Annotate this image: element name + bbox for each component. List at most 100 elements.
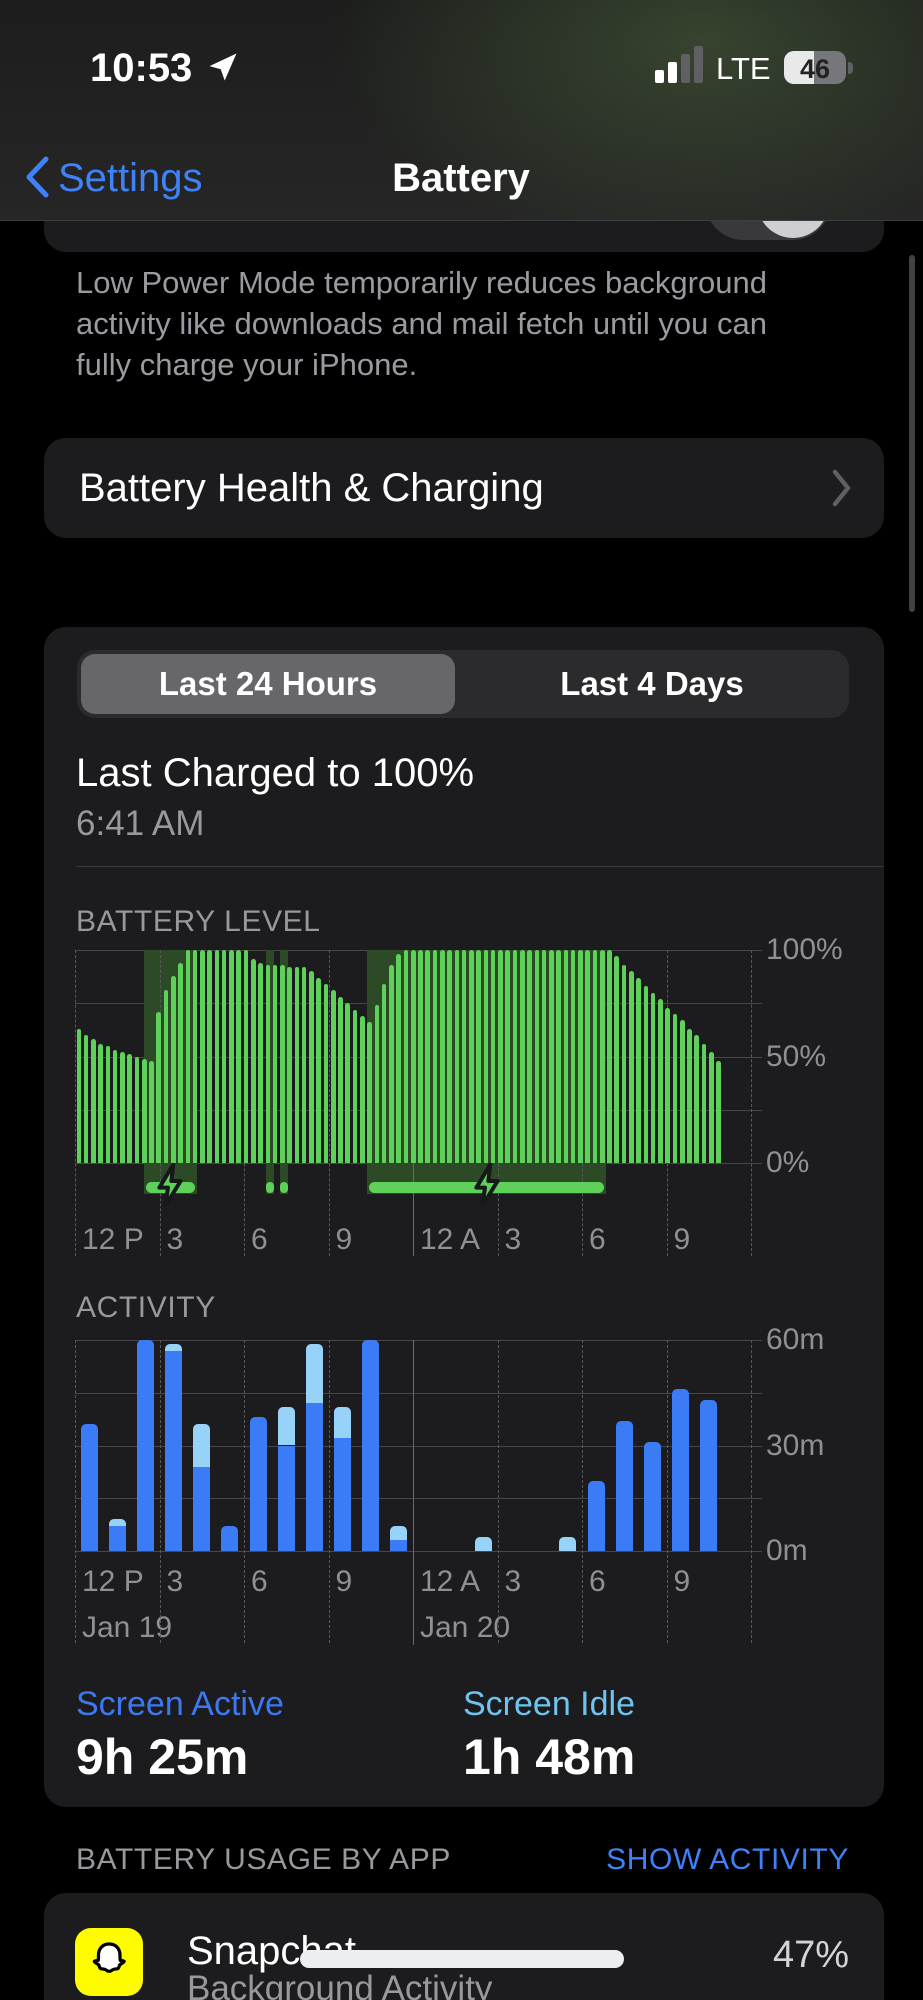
- gridline-v: [751, 950, 752, 1256]
- battery-level-bar: [76, 1028, 82, 1163]
- battery-level-bar: [207, 950, 212, 1163]
- header-bar: 10:53 LTE 46 Settings Battery: [0, 0, 923, 221]
- snapchat-ghost-icon: [92, 1942, 126, 1974]
- segment-last-24-hours[interactable]: Last 24 Hours: [158, 665, 378, 702]
- battery-level-bar: [236, 950, 242, 1163]
- battery-level-bar: [570, 950, 576, 1163]
- battery-level-bar: [447, 950, 452, 1163]
- activity-bar-screen-off: [559, 1536, 577, 1551]
- battery-level-bar: [476, 950, 481, 1163]
- screen-active-label: Screen Active: [76, 1685, 284, 1723]
- battery-level-bar: [687, 1028, 692, 1163]
- battery-level-bar: [243, 950, 249, 1163]
- battery-level-bar: [469, 950, 474, 1163]
- gridline-v: [666, 1340, 668, 1643]
- app-usage-percent: 47%: [772, 1934, 849, 1976]
- activity-bar-screen-on: [108, 1526, 126, 1551]
- back-button[interactable]: Settings: [20, 150, 280, 206]
- battery-level-bar: [316, 977, 321, 1163]
- low-power-mode-row[interactable]: [44, 221, 884, 252]
- screen-idle-value: 1h 48m: [463, 1729, 636, 1785]
- battery-level-bar: [192, 950, 198, 1163]
- battery-level-bar: [621, 964, 627, 1163]
- battery-level-bar: [585, 950, 590, 1163]
- back-button-label: Settings: [58, 156, 203, 200]
- scrollbar-thumb[interactable]: [909, 255, 915, 612]
- day-label: Jan 20: [420, 1611, 511, 1644]
- gridline-h: [75, 1340, 762, 1341]
- battery-level-bar: [389, 964, 394, 1163]
- gridline-h: [75, 1551, 762, 1552]
- gridline-v: [159, 1340, 161, 1643]
- battery-level-bar: [134, 1056, 140, 1163]
- battery-level-bar: [643, 986, 649, 1163]
- activity-y-tick: 60m: [766, 1323, 825, 1356]
- activity-bar-screen-off: [165, 1343, 183, 1351]
- divider: [76, 866, 884, 867]
- battery-level-bar: [708, 1052, 714, 1163]
- chevron-left-icon: [26, 156, 49, 198]
- battery-level-bar: [367, 1022, 372, 1163]
- battery-level-bar: [592, 950, 598, 1163]
- battery-level-bar: [250, 958, 256, 1163]
- battery-level-bar: [272, 964, 278, 1163]
- battery-level-bar: [527, 950, 532, 1163]
- battery-level-bar: [91, 1039, 96, 1163]
- activity-x-tick: 6: [251, 1565, 268, 1598]
- battery-level-bar: [701, 1043, 707, 1163]
- footer-line: fully charge your iPhone.: [76, 347, 418, 382]
- battery-level-bar: [549, 950, 554, 1163]
- gridline-h: [75, 1392, 762, 1394]
- battery-y-tick: 0%: [766, 1146, 810, 1179]
- battery-level-bar: [665, 1007, 670, 1163]
- gridline-h: [75, 1445, 762, 1447]
- battery-level-bar: [214, 950, 220, 1163]
- battery-level-bar: [519, 950, 525, 1163]
- battery-level-bar: [454, 950, 460, 1163]
- battery-x-tick: 6: [251, 1223, 268, 1256]
- battery-level-bar: [149, 1060, 154, 1163]
- battery-level-bar: [578, 950, 583, 1163]
- battery-level-bar: [658, 998, 663, 1163]
- battery-x-tick: 6: [589, 1223, 606, 1256]
- battery-level-bar: [629, 971, 634, 1163]
- battery-level-bar: [425, 950, 431, 1163]
- usage-by-app-header: BATTERY USAGE BY APP: [76, 1843, 451, 1876]
- signal-strength-icon: [655, 46, 705, 83]
- battery-level-bar: [650, 992, 656, 1163]
- battery-level-bar: [301, 967, 307, 1163]
- activity-x-tick: 6: [589, 1565, 606, 1598]
- battery-level-bar: [185, 950, 191, 1163]
- activity-bar-screen-off: [277, 1406, 295, 1446]
- charging-bolt-icon: [157, 1163, 184, 1207]
- battery-level-bar: [410, 950, 416, 1163]
- activity-bar-screen-off: [305, 1343, 323, 1404]
- midnight-line: [413, 1340, 414, 1645]
- gridline-v: [328, 950, 330, 1256]
- battery-level-bar: [178, 962, 183, 1163]
- footer-line: activity like downloads and mail fetch u…: [76, 306, 767, 341]
- show-activity-button[interactable]: SHOW ACTIVITY: [606, 1843, 849, 1876]
- activity-x-tick: 12 A: [420, 1565, 481, 1598]
- battery-x-tick: 3: [166, 1223, 184, 1256]
- activity-bar-screen-off: [474, 1536, 492, 1551]
- gridline-v: [751, 1340, 752, 1643]
- activity-bar-screen-on: [587, 1480, 605, 1551]
- battery-level-bar: [163, 990, 169, 1163]
- battery-level-bar: [127, 1054, 132, 1163]
- home-indicator[interactable]: [300, 1950, 624, 1968]
- network-type-label: LTE: [716, 51, 771, 86]
- battery-level-bar: [403, 950, 409, 1163]
- gridline-h: [75, 1498, 762, 1500]
- battery-level-bar: [679, 1020, 685, 1163]
- segment-last-4-days[interactable]: Last 4 Days: [560, 665, 744, 702]
- activity-bar-screen-on: [390, 1540, 408, 1551]
- battery-level-bar: [599, 950, 605, 1163]
- battery-level-bar: [374, 1005, 380, 1163]
- snapchat-app-icon: [75, 1928, 143, 1996]
- battery-level-bar: [83, 1035, 89, 1163]
- battery-level-bar: [229, 950, 234, 1163]
- page-title: Battery: [392, 156, 530, 200]
- battery-health-row[interactable]: Battery Health & Charging: [44, 438, 884, 538]
